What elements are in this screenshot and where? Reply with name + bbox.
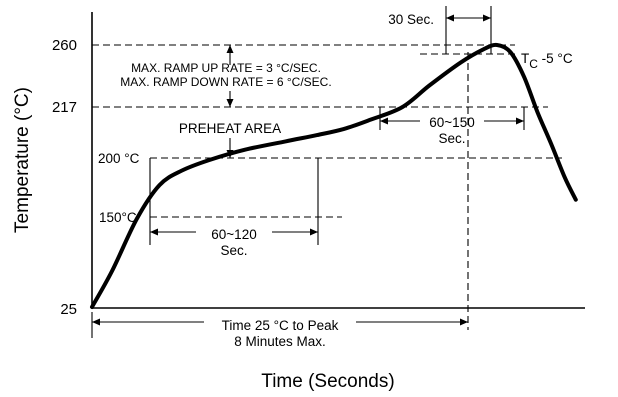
peak-window-arrow-head-right xyxy=(483,14,491,22)
preheat-time-arrow-head-left xyxy=(150,228,158,236)
x-axis-title: Time (Seconds) xyxy=(261,371,394,392)
preheat-time-unit: Sec. xyxy=(220,243,247,258)
total-time-arrow-head-left xyxy=(92,318,100,326)
tc-label-subscript: C xyxy=(529,57,538,71)
total-time-sub-label: 8 Minutes Max. xyxy=(234,334,326,349)
total-time-arrow-head-right xyxy=(460,318,468,326)
ramp-up-label: MAX. RAMP UP RATE = 3 °C/SEC. xyxy=(131,61,321,75)
y-axis-title: Temperature (°C) xyxy=(12,87,33,233)
temp-200-label: 200 °C xyxy=(98,151,140,166)
reflow-time-arrow-head-right xyxy=(516,117,524,125)
reflow-profile-curve xyxy=(90,42,578,309)
tc-label-main: T xyxy=(521,51,529,66)
y-tick-label-217: 217 xyxy=(52,99,77,116)
dimension-arrows xyxy=(92,14,524,326)
tc-label-rest: -5 °C xyxy=(538,51,573,66)
preheat-time-arrow-head-right xyxy=(310,228,318,236)
preheat-area-label: PREHEAT AREA xyxy=(179,121,281,136)
peak-time-label: 30 Sec. xyxy=(388,12,434,27)
reflow-time-label: 60~150 xyxy=(429,115,474,130)
preheat-time-label: 60~120 xyxy=(211,227,256,242)
ramp-up-arrow-head xyxy=(226,45,234,53)
y-tick-label-25: 25 xyxy=(60,301,77,318)
y-tick-label-260: 260 xyxy=(52,37,77,54)
tc-label: TC -5 °C xyxy=(521,51,573,71)
reflow-time-unit: Sec. xyxy=(438,131,465,146)
total-time-label: Time 25 °C to Peak xyxy=(222,318,339,333)
peak-window-arrow-head-left xyxy=(446,14,454,22)
reflow-time-arrow-head-left xyxy=(380,117,388,125)
ramp-down-label: MAX. RAMP DOWN RATE = 6 °C/SEC. xyxy=(120,75,331,89)
ramp-down-arrow-head xyxy=(226,99,234,107)
temp-150-label: 150°C xyxy=(99,210,137,225)
